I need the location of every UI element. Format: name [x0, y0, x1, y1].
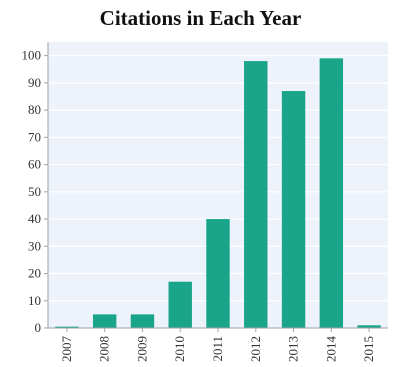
x-axis-ticks: 2007 2008 2009 2010 2011 2012 2013 2014 2015 [59, 328, 376, 362]
y-tick-label-10: 10 [28, 293, 41, 308]
x-tick-label-2008: 2008 [97, 336, 112, 362]
chart-title: Citations in Each Year [99, 6, 302, 30]
y-tick-label-70: 70 [28, 129, 41, 144]
x-tick-label-2007: 2007 [59, 336, 74, 363]
y-tick-label-0: 0 [35, 320, 42, 335]
y-tick-label-90: 90 [28, 75, 41, 90]
bars [55, 58, 381, 329]
x-tick-label-2013: 2013 [286, 336, 301, 362]
bar-2008 [92, 314, 117, 328]
y-tick-label-50: 50 [28, 184, 41, 199]
bar-2013 [281, 91, 306, 329]
bar-2012 [244, 61, 268, 329]
y-axis-ticks: 0 10 20 30 40 50 60 70 80 90 100 [22, 48, 48, 335]
y-tick-label-100: 100 [22, 48, 42, 63]
bar-2014 [319, 58, 344, 328]
y-tick-label-40: 40 [28, 211, 41, 226]
y-tick-label-30: 30 [28, 238, 41, 253]
x-tick-label-2009: 2009 [134, 336, 149, 362]
bar-2007 [55, 326, 79, 328]
y-tick-label-80: 80 [28, 102, 41, 117]
x-tick-label-2010: 2010 [172, 336, 187, 362]
x-tick-label-2011: 2011 [210, 336, 225, 362]
bar-2015 [357, 325, 381, 328]
y-tick-label-20: 20 [28, 266, 41, 281]
y-tick-label-60: 60 [28, 157, 41, 172]
x-tick-label-2012: 2012 [248, 336, 263, 362]
x-tick-label-2015: 2015 [361, 336, 376, 362]
bar-2009 [130, 314, 155, 328]
x-tick-label-2014: 2014 [323, 336, 338, 363]
bar-2010 [168, 281, 192, 328]
bar-2011 [206, 219, 230, 328]
